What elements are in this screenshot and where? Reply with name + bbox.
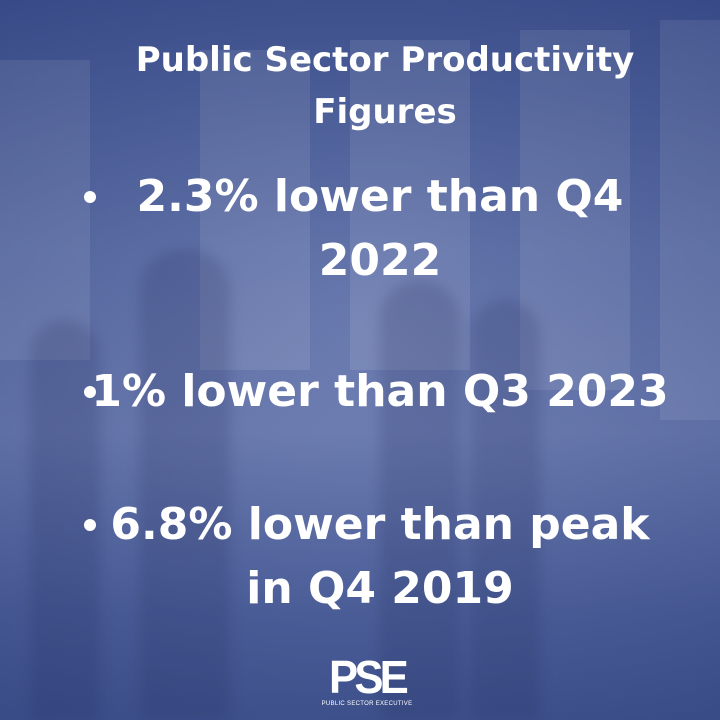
list-item-line: 1% lower than Q3 2023 bbox=[91, 366, 669, 417]
list-item-line: in Q4 2019 bbox=[246, 563, 514, 614]
list-item-line: 6.8% lower than peak bbox=[110, 499, 650, 550]
list-item-line: 2.3% lower than Q4 bbox=[136, 171, 624, 222]
logo-subtitle: PUBLIC SECTOR EXECUTIVE bbox=[321, 701, 413, 707]
list-item: 6.8% lower than peak in Q4 2019 bbox=[70, 493, 690, 621]
list-item-line: 2022 bbox=[318, 235, 442, 286]
bullet-icon bbox=[84, 519, 96, 531]
logo-mark: PSE bbox=[328, 651, 409, 703]
page-title: Public Sector Productivity Figures bbox=[135, 40, 635, 132]
bullet-icon bbox=[84, 191, 96, 203]
list-item: 1% lower than Q3 2023 bbox=[70, 360, 690, 424]
bullet-icon bbox=[84, 386, 96, 398]
pse-logo: PSE PUBLIC SECTOR EXECUTIVE bbox=[320, 654, 414, 708]
list-item: 2.3% lower than Q4 2022 bbox=[70, 165, 690, 293]
